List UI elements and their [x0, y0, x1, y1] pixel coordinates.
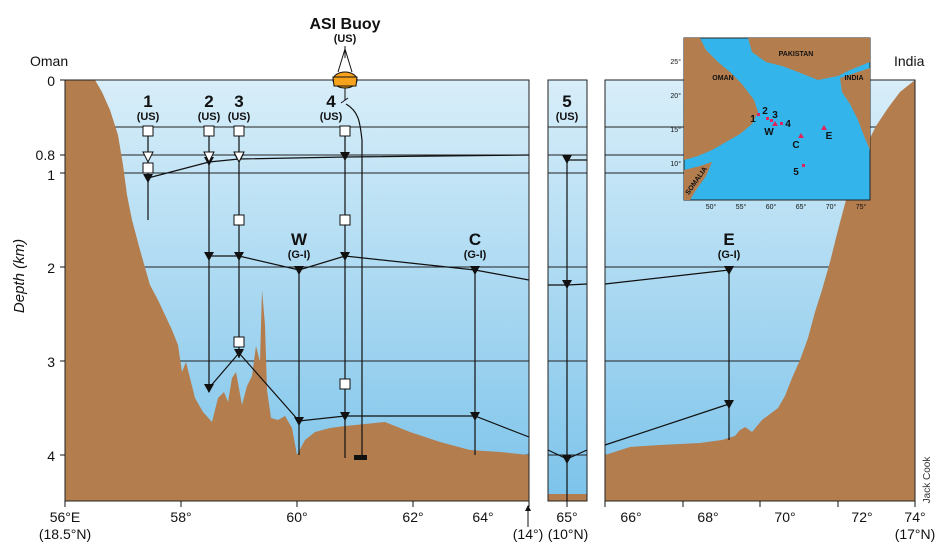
x-tick-74: 74°: [904, 509, 925, 525]
mooring-2-owner: (US): [198, 111, 221, 123]
inset-label-india: INDIA: [844, 75, 863, 82]
buoy-anchor: [354, 455, 367, 460]
x-tick-72: 72°: [851, 509, 872, 525]
inset-lon-50: 50°: [706, 203, 717, 211]
inset-label-pakistan: PAKISTAN: [779, 51, 814, 58]
break-arrow-icon: [525, 505, 531, 527]
mooring-3-label: 3: [234, 92, 243, 111]
x-tick-58: 58°: [170, 509, 191, 525]
mooring-5-owner: (US): [556, 111, 579, 123]
inset-lon-70: 70°: [826, 203, 837, 211]
inset-land-pakistan: [748, 38, 870, 80]
x-sub-10n: (10°N): [548, 526, 589, 542]
section-lines: [147, 154, 730, 460]
inset-site-markers: [757, 113, 827, 167]
y-axis-label: Depth (km): [11, 239, 28, 313]
mooring-5-label: 5: [562, 92, 571, 111]
mooring-c-label: C: [469, 230, 481, 249]
inset-site-3: 3: [772, 110, 778, 121]
inset-lat-15: 15°: [670, 126, 681, 134]
x-tick-65: 65°: [556, 509, 577, 525]
x-tick-60: 60°: [286, 509, 307, 525]
mooring-e-owner: (G-I): [718, 249, 741, 261]
inset-site-w: W: [764, 127, 774, 138]
mooring-c-owner: (G-I): [464, 249, 487, 261]
buoy-name: ASI Buoy: [309, 16, 380, 33]
x-tick-66: 66°: [620, 509, 641, 525]
y-tick-2: 2: [47, 260, 55, 276]
mooring-e-label: E: [723, 230, 734, 249]
inset-site-5: 5: [793, 167, 799, 178]
x-axis-ticks: [64, 501, 916, 507]
x-tick-62: 62°: [402, 509, 423, 525]
edge-label-india: India: [894, 53, 925, 69]
x-sub-17n: (17°N): [895, 526, 936, 542]
inset-land-somalia: [684, 162, 712, 200]
india-slope-land: [605, 80, 915, 501]
instrument-squares: [142, 125, 351, 390]
oman-slope-land: [65, 80, 529, 501]
y-tick-0: 0: [47, 73, 55, 89]
credit-label: Jack Cook: [922, 456, 933, 504]
inset-lon-55: 55°: [736, 203, 747, 211]
inset-lon-60: 60°: [766, 203, 777, 211]
inset-lat-20: 20°: [670, 92, 681, 100]
mooring-3-owner: (US): [228, 111, 251, 123]
x-tick-70: 70°: [774, 509, 795, 525]
y-tick-0-8: 0.8: [36, 147, 56, 163]
mooring-1-owner: (US): [137, 111, 160, 123]
inset-land-india: [840, 68, 870, 150]
mooring-w-label: W: [291, 230, 308, 249]
buoy-owner: (US): [334, 33, 357, 45]
inset-land-arabia: [684, 38, 758, 160]
mooring-4-owner: (US): [320, 111, 343, 123]
y-tick-1: 1: [47, 167, 55, 183]
mooring-w-owner: (G-I): [288, 249, 311, 261]
x-tick-56e: 56°E: [50, 509, 81, 525]
inset-site-2: 2: [762, 106, 768, 117]
y-tick-4: 4: [47, 448, 55, 464]
inset-site-c: C: [792, 140, 799, 151]
asi-buoy-icon: [332, 46, 358, 104]
inset-site-4: 4: [785, 119, 791, 130]
mooring-1-label: 1: [143, 92, 152, 111]
mooring-2-label: 2: [204, 92, 213, 111]
edge-label-oman: Oman: [30, 53, 68, 69]
inset-lon-65: 65°: [796, 203, 807, 211]
mooring-4-label: 4: [326, 92, 336, 111]
x-tick-64: 64°: [472, 509, 493, 525]
inset-site-e: E: [826, 131, 833, 142]
inset-label-oman: OMAN: [712, 75, 733, 82]
x-tick-68: 68°: [697, 509, 718, 525]
hollow-triangles: [142, 151, 245, 164]
inset-lat-10: 10°: [670, 160, 681, 168]
x-sub-18-5n: (18.5°N): [39, 526, 91, 542]
inset-map: PAKISTAN INDIA OMAN SOMALIA 25° 20° 15° …: [670, 37, 871, 211]
current-meters: [143, 152, 734, 464]
inset-lat-25: 25°: [670, 58, 681, 66]
inset-lon-75: 75°: [856, 203, 867, 211]
inset-site-1: 1: [750, 114, 756, 125]
y-axis-ticks: [60, 79, 65, 456]
x-break-14: (14°): [513, 526, 544, 542]
y-tick-3: 3: [47, 354, 55, 370]
